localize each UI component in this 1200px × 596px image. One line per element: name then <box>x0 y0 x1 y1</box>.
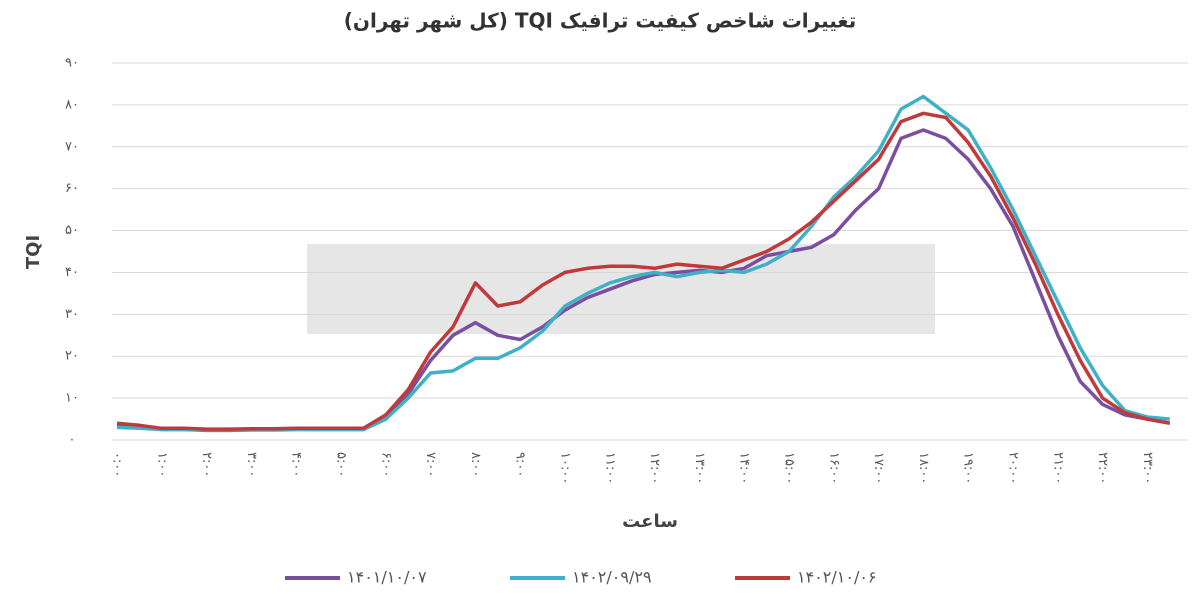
y-tick-label: ۶۰ <box>65 181 79 196</box>
legend-label: ۱۴۰۲/۱۰/۰۶ <box>797 568 877 587</box>
x-tick-label: ۲۳:۰۰ <box>1140 452 1155 484</box>
series-line <box>116 111 1171 431</box>
x-tick-label: ۱۶:۰۰ <box>826 452 841 484</box>
x-tick-label: ۰:۰۰ <box>110 452 125 477</box>
x-tick-label: ۱۵:۰۰ <box>782 452 797 484</box>
y-tick-label: ۹۰ <box>65 56 79 71</box>
x-tick-label: ۱۰:۰۰ <box>558 452 573 484</box>
x-tick-label: ۱:۰۰ <box>154 452 169 477</box>
x-tick-label: ۲۲:۰۰ <box>1095 452 1110 484</box>
x-axis-title: ساعت <box>622 511 678 532</box>
x-tick-label: ۲۰:۰۰ <box>1006 452 1021 484</box>
y-tick-label: ۴۰ <box>65 265 79 280</box>
x-tick-label: ۵:۰۰ <box>334 452 349 477</box>
y-tick-label: ۵۰ <box>65 223 79 238</box>
y-axis-title: TQI <box>23 235 44 269</box>
chart-title: تغییرات شاخص کیفیت ترافیک TQI (کل شهر ته… <box>344 9 856 33</box>
y-tick-label: ۳۰ <box>65 307 79 322</box>
legend-label: ۱۴۰۱/۱۰/۰۷ <box>347 568 427 587</box>
y-tick-label: ۷۰ <box>65 139 79 154</box>
y-tick-label: ۸۰ <box>65 97 79 112</box>
legend-label: ۱۴۰۲/۰۹/۲۹ <box>572 568 652 587</box>
x-tick-label: ۱۳:۰۰ <box>692 452 707 484</box>
y-tick-label: ۱۰ <box>65 391 79 406</box>
y-tick-label: ۲۰ <box>65 349 79 364</box>
x-tick-label: ۷:۰۰ <box>423 452 438 477</box>
watermark-band <box>307 244 935 334</box>
x-tick-label: ۸:۰۰ <box>468 452 483 477</box>
x-tick-label: ۱۹:۰۰ <box>961 452 976 484</box>
x-tick-label: ۱۸:۰۰ <box>916 452 931 484</box>
x-tick-label: ۹:۰۰ <box>513 452 528 477</box>
x-tick-label: ۱۱:۰۰ <box>602 452 617 484</box>
x-tick-label: ۱۴:۰۰ <box>737 452 752 484</box>
x-tick-label: ۶:۰۰ <box>378 452 393 477</box>
x-tick-label: ۲۱:۰۰ <box>1050 452 1065 484</box>
x-tick-label: ۴:۰۰ <box>289 452 304 477</box>
x-tick-label: ۲:۰۰ <box>199 452 214 477</box>
x-tick-label: ۳:۰۰ <box>244 452 259 477</box>
x-tick-label: ۱۲:۰۰ <box>647 452 662 484</box>
y-tick-label: ۰ <box>69 433 76 448</box>
x-tick-label: ۱۷:۰۰ <box>871 452 886 484</box>
